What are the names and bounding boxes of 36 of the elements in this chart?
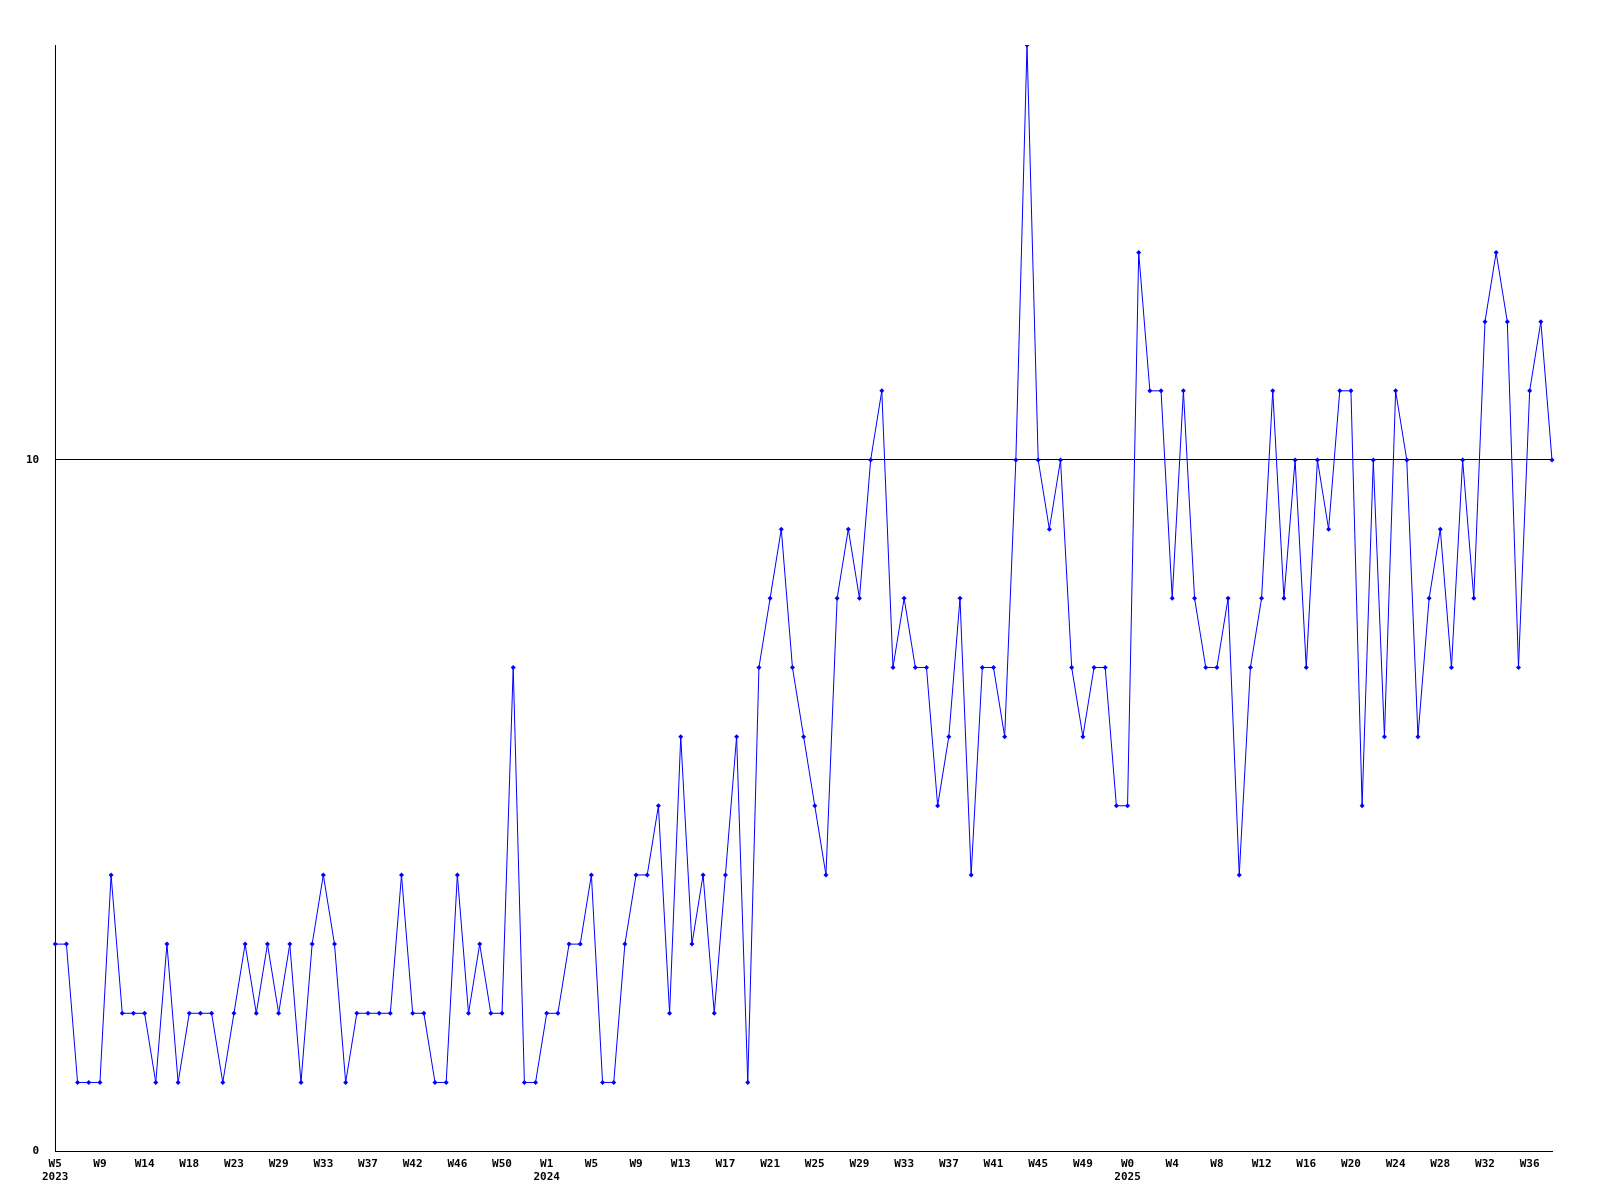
x-tick-label: W33 xyxy=(894,1157,915,1171)
x-tick-label: W9 xyxy=(629,1157,643,1171)
x-tick-label: W33 xyxy=(313,1157,334,1171)
x-tick-label: W32 xyxy=(1475,1157,1495,1171)
x-tick-label: W42 xyxy=(402,1157,423,1171)
x-tick-label: W49 xyxy=(1072,1157,1093,1171)
x-tick-label: W16 xyxy=(1296,1157,1317,1171)
x-tick-label: W18 xyxy=(179,1157,200,1171)
y-tick-label: 10 xyxy=(26,452,40,466)
x-tick-label: W4 xyxy=(1165,1157,1180,1171)
x-tick-label: W28 xyxy=(1430,1157,1451,1171)
x-tick-label: W1 2024 xyxy=(533,1157,561,1184)
x-tick-label: W21 xyxy=(760,1157,781,1171)
x-tick-label: W23 xyxy=(224,1157,244,1171)
x-tick-label: W50 xyxy=(492,1157,512,1171)
x-tick-label: W8 xyxy=(1210,1157,1224,1171)
x-tick-label: W0 2025 xyxy=(1114,1157,1141,1184)
x-tick-label: W41 xyxy=(983,1157,1004,1171)
x-tick-label: W12 xyxy=(1251,1157,1272,1171)
x-tick-label: W17 xyxy=(715,1157,736,1171)
x-tick-label: W29 xyxy=(849,1157,870,1171)
y-tick-label: 0 xyxy=(32,1144,40,1158)
x-tick-label: W29 xyxy=(268,1157,289,1171)
x-tick-label: W46 xyxy=(447,1157,468,1171)
x-tick-label: W5 xyxy=(584,1157,599,1171)
x-tick-label: W25 xyxy=(804,1157,825,1171)
x-tick-label: W36 xyxy=(1519,1157,1540,1171)
x-tick-label: W20 xyxy=(1341,1157,1361,1171)
x-tick-label: W13 xyxy=(670,1157,691,1171)
x-tick-label: W14 xyxy=(134,1157,155,1171)
x-tick-label: W37 xyxy=(938,1157,959,1171)
x-tick-label: W9 xyxy=(93,1157,107,1171)
x-tick-label: W5 2023 xyxy=(42,1157,69,1184)
x-tick-label: W37 xyxy=(358,1157,378,1171)
x-tick-label: W45 xyxy=(1028,1157,1049,1171)
x-tick-label: W24 xyxy=(1385,1157,1406,1171)
